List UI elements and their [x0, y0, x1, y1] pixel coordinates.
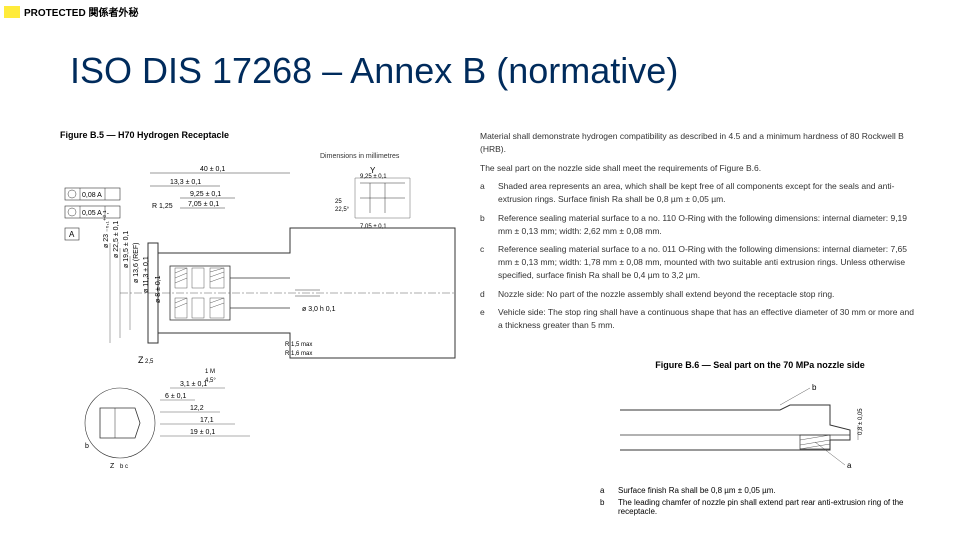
svg-text:12,2: 12,2 [190, 405, 204, 412]
svg-text:b: b [85, 443, 89, 450]
figure-b5: Figure B.5 — H70 Hydrogen Receptacle Dim… [60, 130, 460, 500]
figure-b6-drawing: b a 0,8 ± 0,05 [600, 380, 900, 475]
svg-text:Z: Z [110, 463, 115, 470]
classification-header: PROTECTED 関係者外秘 [4, 4, 138, 19]
svg-text:22,5°: 22,5° [335, 207, 350, 213]
svg-text:ø 11,3 ± 0,1: ø 11,3 ± 0,1 [143, 256, 150, 293]
svg-text:9,25 ± 0,1: 9,25 ± 0,1 [190, 191, 221, 198]
b6-note-a: a Surface finish Ra shall be 0,8 µm ± 0,… [600, 486, 920, 495]
figure-b5-caption: Figure B.5 — H70 Hydrogen Receptacle [60, 130, 460, 140]
svg-text:b c: b c [120, 464, 128, 470]
note-e: e Vehicle side: The stop ring shall have… [480, 306, 920, 332]
note-c: c Reference sealing material surface to … [480, 243, 920, 281]
note-d: d Nozzle side: No part of the nozzle ass… [480, 288, 920, 301]
material-p2: The seal part on the nozzle side shall m… [480, 162, 920, 175]
figure-b6-caption: Figure B.6 — Seal part on the 70 MPa noz… [600, 360, 920, 370]
svg-text:ø 23 ₋₀,₁⁺⁰,¹: ø 23 ₋₀,₁⁺⁰,¹ [102, 210, 110, 248]
svg-text:R 1,5 max: R 1,5 max [285, 342, 312, 348]
bottom-dims: 1 M 4,5° 3,1 ± 0,1 6 ± 0,1 12,2 17,1 19 … [160, 369, 250, 436]
page-title: ISO DIS 17268 – Annex B (normative) [70, 50, 678, 92]
svg-text:17,1: 17,1 [200, 417, 214, 424]
receptacle-body: ø 3,0 h 0,1 R 1,5 max R 1,6 max [120, 228, 455, 358]
svg-text:13,3 ± 0,1: 13,3 ± 0,1 [170, 179, 201, 186]
figure-b6: Figure B.6 — Seal part on the 70 MPa noz… [600, 360, 920, 519]
dim-unit-note: Dimensions in millimetres [320, 153, 400, 160]
svg-text:0,8 ± 0,05: 0,8 ± 0,05 [858, 408, 864, 435]
dia-dims: ø 23 ₋₀,₁⁺⁰,¹ ø 22,5 ± 0,1 ø 19,5 ± 0,1 … [102, 210, 162, 343]
svg-text:b: b [812, 383, 817, 392]
svg-text:ø 13,6 (REF): ø 13,6 (REF) [133, 243, 140, 283]
svg-text:2,5: 2,5 [145, 359, 154, 365]
figure-b6-notes: a Surface finish Ra shall be 0,8 µm ± 0,… [600, 486, 920, 516]
svg-text:ø 3,0 h 0,1: ø 3,0 h 0,1 [302, 306, 336, 313]
detail-z: b Z b c [85, 388, 155, 470]
svg-text:A: A [69, 230, 75, 239]
svg-text:ø 19,5 ± 0,1: ø 19,5 ± 0,1 [123, 231, 130, 268]
svg-text:6 ± 0,1: 6 ± 0,1 [165, 393, 186, 400]
svg-text:R 1,6 max: R 1,6 max [285, 351, 312, 357]
svg-text:a: a [847, 461, 852, 470]
svg-text:1 M: 1 M [205, 369, 215, 375]
svg-text:9,25 ± 0,1: 9,25 ± 0,1 [360, 174, 387, 180]
classification-text: PROTECTED 関係者外秘 [24, 4, 138, 19]
gdt-boxes: 0,08 A 0,05 A A [65, 188, 120, 240]
svg-text:R 1,25: R 1,25 [152, 203, 173, 210]
svg-text:0,05 A: 0,05 A [82, 210, 102, 217]
technical-drawing-b5: Dimensions in millimetres Y 9,25 ± 0,1 7… [60, 148, 460, 478]
note-b: b Reference sealing material surface to … [480, 212, 920, 238]
classification-marker [4, 6, 20, 18]
svg-text:ø 22,5 ± 0,1: ø 22,5 ± 0,1 [113, 221, 120, 258]
svg-text:19 ± 0,1: 19 ± 0,1 [190, 429, 215, 436]
note-a: a Shaded area represents an area, which … [480, 180, 920, 206]
material-p1: Material shall demonstrate hydrogen comp… [480, 130, 920, 156]
b6-note-b: b The leading chamfer of nozzle pin shal… [600, 498, 920, 516]
svg-text:3,1 ± 0,1: 3,1 ± 0,1 [180, 381, 207, 388]
svg-text:7,05 ± 0,1: 7,05 ± 0,1 [360, 224, 387, 230]
top-dims: 40 ± 0,1 13,3 ± 0,1 R 1,25 9,25 ± 0,1 7,… [150, 166, 290, 210]
svg-text:0,08 A: 0,08 A [82, 192, 102, 199]
svg-text:7,05 ± 0,1: 7,05 ± 0,1 [188, 201, 219, 208]
svg-text:40 ± 0,1: 40 ± 0,1 [200, 166, 225, 173]
section-z-label: Z [138, 355, 144, 365]
svg-text:25: 25 [335, 199, 342, 205]
material-notes: Material shall demonstrate hydrogen comp… [480, 130, 920, 338]
svg-text:ø 8 ± 0,1: ø 8 ± 0,1 [155, 275, 162, 303]
detail-y: 9,25 ± 0,1 7,05 ± 0,1 25 22,5° [335, 174, 410, 230]
